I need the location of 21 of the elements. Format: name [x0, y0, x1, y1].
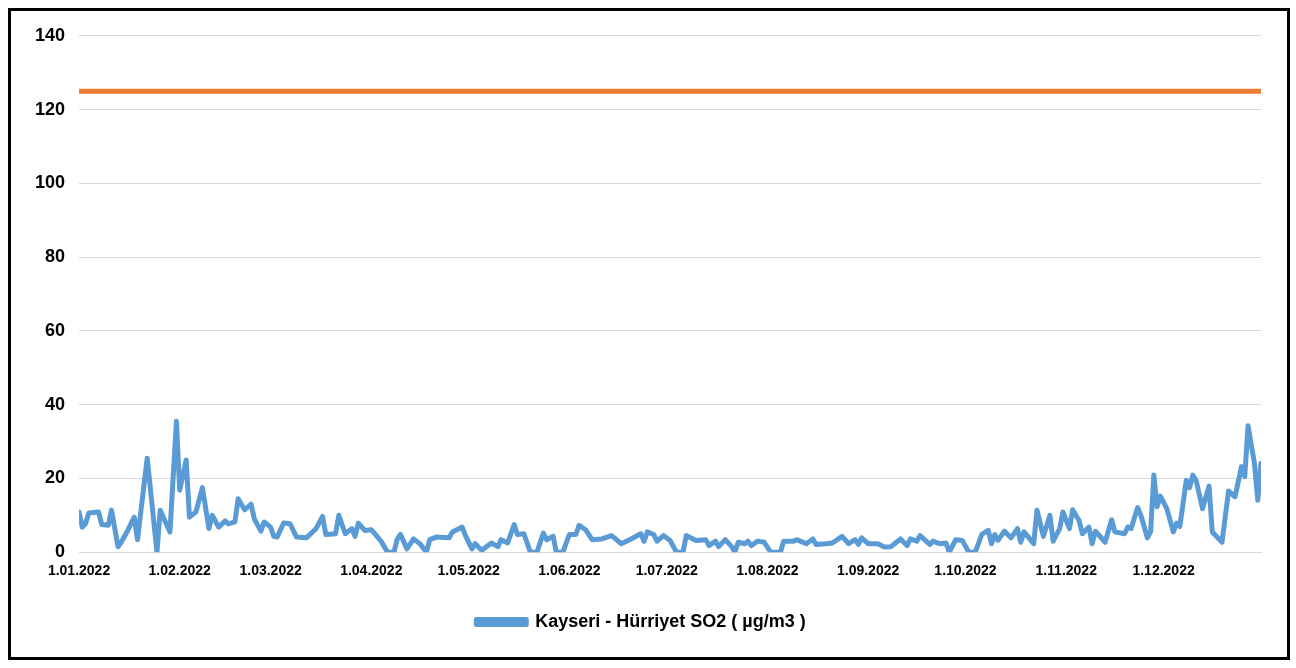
x-tick-label: 1.01.2022 [47, 562, 111, 579]
y-tick-label: 60 [45, 319, 66, 340]
legend-label: Kayseri - Hürriyet SO2 ( µg/m3 ) [535, 610, 806, 631]
x-tick-label: 1.08.2022 [736, 562, 799, 579]
x-tick-label: 1.09.2022 [836, 562, 900, 579]
y-tick-label: 100 [34, 172, 66, 193]
x-tick-label: 1.11.2022 [1035, 562, 1098, 579]
x-tick-label: 1.06.2022 [538, 562, 601, 579]
y-tick-label: 0 [55, 541, 66, 562]
x-tick-label: 1.07.2022 [635, 562, 699, 579]
x-tick-label: 1.12.2022 [1132, 562, 1195, 579]
x-tick-label: 1.10.2022 [934, 562, 997, 579]
y-tick-label: 140 [34, 24, 66, 45]
x-tick-label: 1.04.2022 [340, 562, 403, 579]
x-tick-label: 1.05.2022 [437, 562, 501, 579]
y-tick-label: 120 [34, 98, 66, 119]
y-tick-label: 80 [45, 246, 66, 267]
x-tick-label: 1.02.2022 [148, 562, 212, 579]
y-tick-label: 40 [45, 393, 66, 414]
y-tick-label: 20 [45, 467, 66, 488]
x-tick-label: 1.03.2022 [239, 562, 302, 579]
